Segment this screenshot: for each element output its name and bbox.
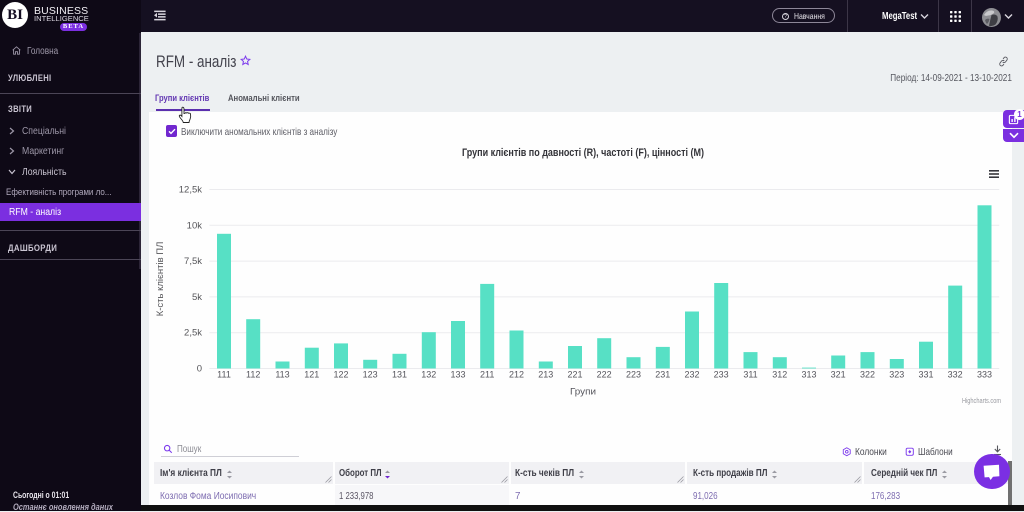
- svg-text:10k: 10k: [187, 220, 203, 231]
- svg-text:213: 213: [538, 370, 553, 380]
- svg-text:К-сть клієнтів ПЛ: К-сть клієнтів ПЛ: [155, 242, 166, 317]
- svg-text:232: 232: [684, 370, 699, 380]
- svg-text:2,5k: 2,5k: [184, 328, 202, 339]
- svg-text:233: 233: [714, 370, 729, 380]
- svg-text:121: 121: [304, 370, 319, 380]
- svg-text:133: 133: [450, 370, 465, 380]
- svg-text:5k: 5k: [192, 292, 202, 303]
- svg-text:113: 113: [275, 370, 289, 380]
- svg-text:323: 323: [889, 370, 904, 380]
- svg-text:212: 212: [509, 370, 524, 380]
- svg-text:311: 311: [743, 370, 757, 380]
- svg-text:Групи: Групи: [570, 387, 596, 398]
- svg-text:131: 131: [392, 370, 407, 380]
- svg-text:Групи клієнтів по давності (R): Групи клієнтів по давності (R), частоті …: [462, 147, 704, 159]
- svg-text:333: 333: [977, 370, 992, 380]
- svg-text:231: 231: [655, 370, 670, 380]
- svg-text:322: 322: [860, 370, 875, 380]
- svg-text:211: 211: [480, 370, 494, 380]
- svg-text:332: 332: [948, 370, 963, 380]
- svg-text:7,5k: 7,5k: [184, 256, 202, 267]
- svg-text:222: 222: [597, 370, 612, 380]
- svg-text:0: 0: [197, 364, 202, 375]
- svg-text:123: 123: [363, 370, 378, 380]
- svg-text:221: 221: [567, 370, 582, 380]
- svg-text:312: 312: [772, 370, 787, 380]
- svg-text:331: 331: [918, 370, 933, 380]
- svg-text:321: 321: [831, 370, 846, 380]
- svg-text:111: 111: [217, 370, 231, 380]
- svg-text:132: 132: [421, 370, 436, 380]
- svg-text:12,5k: 12,5k: [179, 185, 202, 196]
- svg-text:Highcharts.com: Highcharts.com: [962, 396, 1001, 405]
- svg-text:122: 122: [333, 370, 348, 380]
- svg-text:112: 112: [246, 370, 260, 380]
- svg-text:223: 223: [626, 370, 641, 380]
- svg-text:313: 313: [801, 370, 816, 380]
